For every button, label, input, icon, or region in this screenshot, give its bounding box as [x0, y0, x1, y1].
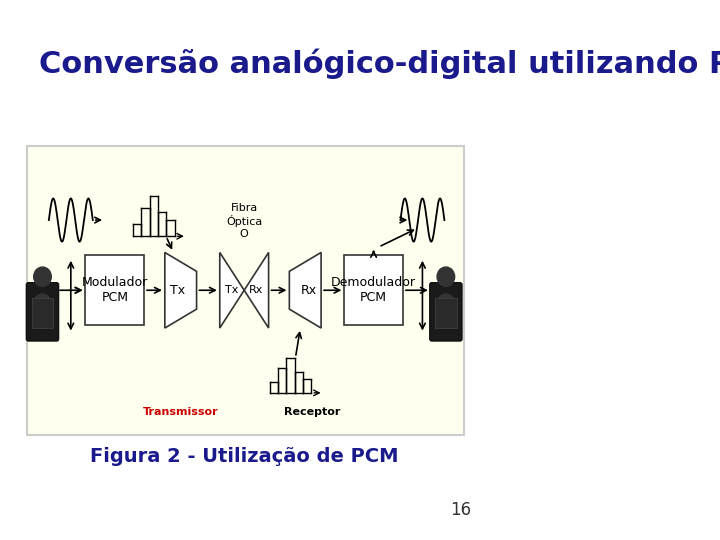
Text: Fibra
Óptica
O: Fibra Óptica O — [226, 204, 262, 239]
FancyBboxPatch shape — [435, 298, 456, 328]
Text: Tx: Tx — [225, 285, 238, 295]
Text: 16: 16 — [450, 502, 472, 519]
Text: Rx: Rx — [249, 285, 264, 295]
FancyBboxPatch shape — [86, 255, 144, 325]
Text: Receptor: Receptor — [284, 407, 341, 417]
Polygon shape — [165, 252, 197, 328]
Text: Figura 2 - Utilização de PCM: Figura 2 - Utilização de PCM — [90, 447, 398, 466]
FancyBboxPatch shape — [32, 298, 53, 328]
FancyBboxPatch shape — [430, 283, 462, 341]
Text: Rx: Rx — [300, 284, 317, 297]
FancyBboxPatch shape — [344, 255, 403, 325]
FancyBboxPatch shape — [27, 146, 464, 435]
Circle shape — [34, 294, 51, 313]
Polygon shape — [220, 252, 244, 328]
Text: Modulador
PCM: Modulador PCM — [81, 276, 148, 304]
FancyBboxPatch shape — [27, 283, 58, 341]
Circle shape — [437, 294, 454, 313]
Circle shape — [34, 267, 51, 286]
Text: Transmissor: Transmissor — [143, 407, 218, 417]
Text: Tx: Tx — [170, 284, 185, 297]
Circle shape — [437, 267, 454, 286]
Text: Conversão analógico-digital utilizando PCM: Conversão analógico-digital utilizando P… — [39, 49, 720, 79]
Text: Demodulador
PCM: Demodulador PCM — [331, 276, 416, 304]
Polygon shape — [289, 252, 321, 328]
Polygon shape — [244, 252, 269, 328]
